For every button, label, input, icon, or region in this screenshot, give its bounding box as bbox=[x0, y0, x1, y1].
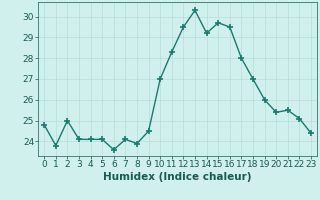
X-axis label: Humidex (Indice chaleur): Humidex (Indice chaleur) bbox=[103, 172, 252, 182]
